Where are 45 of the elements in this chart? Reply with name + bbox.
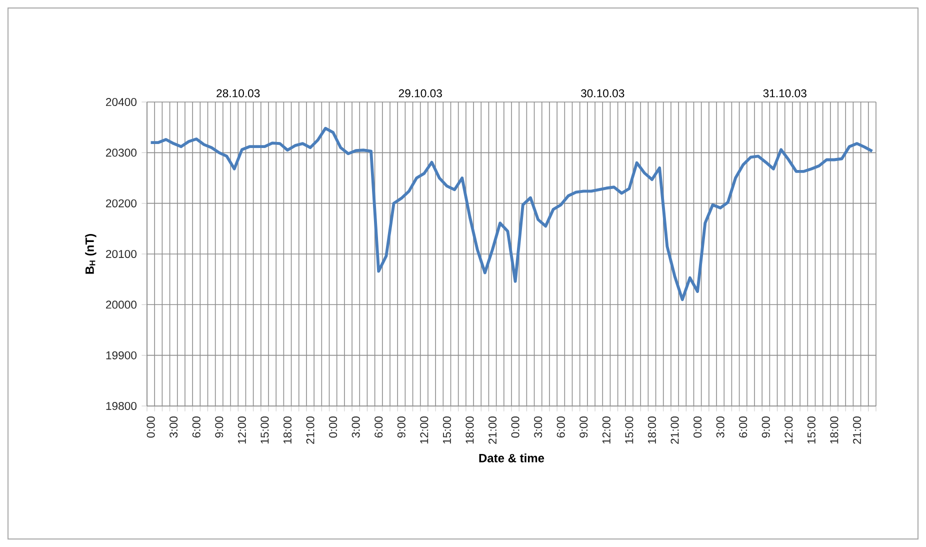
x-tick-label: 3:00 [716,416,724,438]
text: 30.10.03 [580,89,624,98]
x-tick-label: 21:00 [488,416,497,444]
x-tick-label: 12:00 [238,416,246,444]
x-tick-label: 18:00 [830,416,838,444]
x-tick-label: 15:00 [807,416,816,444]
y-tick-label: 19800 [106,402,137,410]
x-tick-label: 3:00 [170,416,178,438]
x-tick-label: 3:00 [352,416,360,438]
x-axis-title: Date & time [479,454,544,462]
y-tick-label: 20300 [106,148,137,157]
x-tick-label: 12:00 [420,416,428,444]
x-tick-label: 21:00 [670,416,679,444]
x-tick-label: 18:00 [648,416,656,444]
y-tick-label: 20200 [106,199,137,208]
x-tick-label: 18:00 [283,416,292,444]
x-tick-label: 6:00 [192,416,200,438]
y-axis-title: B$_{H}$ (nT) [85,234,96,274]
text: 29.10.03 [398,89,442,98]
x-tick-label: 18:00 [466,416,474,444]
y-tick-label: 20400 [106,98,137,106]
y-tick-label: 19900 [106,351,137,360]
x-tick-label: 0:00 [329,416,338,438]
x-tick-label: 12:00 [784,416,793,444]
x-tick-label: 6:00 [374,416,383,438]
x-tick-label: 0:00 [146,416,155,438]
x-tick-label: 12:00 [602,416,610,444]
x-tick-label: 9:00 [580,416,588,438]
x-tick-label: 21:00 [852,416,861,444]
x-tick-label: 6:00 [556,416,565,438]
x-tick-label: 21:00 [306,416,314,444]
x-tick-label: 15:00 [442,416,451,444]
x-tick-label: 3:00 [534,416,542,438]
y-tick-label: 20000 [106,300,137,309]
text: 28.10.03 [216,89,260,98]
x-tick-label: 15:00 [625,416,634,444]
x-tick-label: 9:00 [215,416,224,438]
x-tick-label: 9:00 [762,416,770,438]
x-tick-label: 6:00 [739,416,748,438]
x-tick-label: 9:00 [397,416,406,438]
y-tick-label: 20100 [106,250,137,258]
x-tick-label: 0:00 [511,416,520,438]
x-tick-label: 15:00 [260,416,269,444]
text: 31.10.03 [763,89,806,98]
x-tick-label: 0:00 [694,416,702,438]
